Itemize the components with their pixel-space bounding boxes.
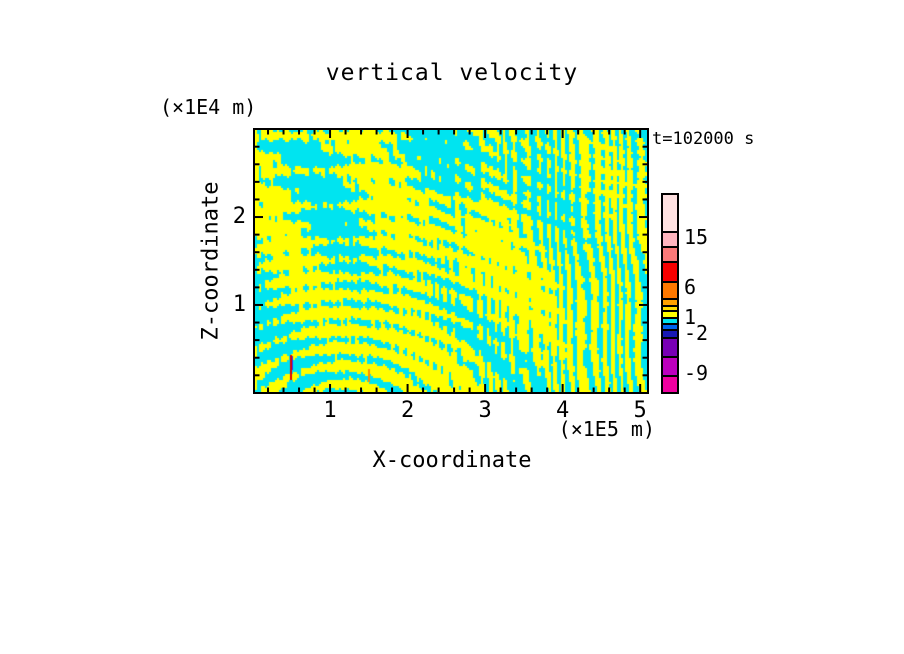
z-tick-label: 1 <box>232 291 246 317</box>
x-tick-label: 5 <box>633 398 647 423</box>
x-tick-label: 3 <box>478 398 492 423</box>
z-axis-units-label: (×1E4 m) <box>160 95 257 119</box>
colorbar-label: 1 <box>684 304 697 329</box>
chart-title: vertical velocity <box>325 60 579 86</box>
colorbar-label: -9 <box>684 361 709 386</box>
colorbar-segment <box>663 282 677 301</box>
x-tick-label: 2 <box>400 398 415 423</box>
colorbar <box>661 193 679 394</box>
colorbar-segment <box>663 357 677 378</box>
colorbar-segment <box>663 377 677 392</box>
x-axis-title: X-coordinate <box>372 448 532 473</box>
x-tick-label: 4 <box>556 398 570 423</box>
velocity-field-canvas <box>255 130 647 392</box>
colorbar-label: 15 <box>684 224 709 249</box>
colorbar-segment <box>663 312 677 319</box>
colorbar-segment <box>663 195 677 234</box>
colorbar-label: -2 <box>684 320 709 345</box>
colorbar-segment <box>663 300 677 307</box>
colorbar-label: 6 <box>684 274 697 299</box>
colorbar-segment <box>663 331 677 339</box>
colorbar-segment <box>663 263 677 283</box>
x-tick-label: 1 <box>323 398 337 423</box>
colorbar-segment <box>663 324 677 332</box>
colorbar-segment <box>663 306 677 313</box>
x-axis-units-label: (×1E5 m) <box>558 417 655 441</box>
colorbar-segment <box>663 338 677 358</box>
plot-area <box>253 128 649 394</box>
time-label: t=102000 s <box>652 129 755 149</box>
axis-ticks <box>255 130 647 392</box>
colorbar-segment <box>663 318 677 325</box>
colorbar-segment <box>663 233 677 249</box>
z-tick-label: 2 <box>232 204 246 230</box>
colorbar-segment <box>663 248 677 264</box>
